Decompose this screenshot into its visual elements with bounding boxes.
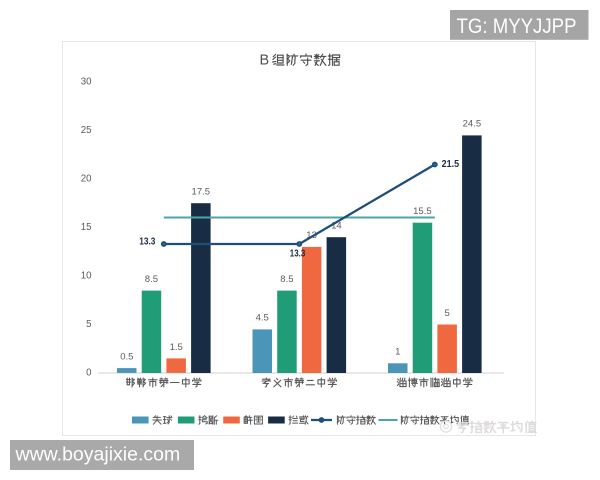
svg-text:5: 5 bbox=[86, 319, 91, 330]
svg-text:5: 5 bbox=[444, 308, 449, 319]
svg-text:13.3: 13.3 bbox=[139, 236, 155, 248]
svg-text:20: 20 bbox=[81, 174, 92, 185]
svg-text:www.boyajixie.com: www.boyajixie.com bbox=[15, 444, 181, 466]
svg-text:8.5: 8.5 bbox=[280, 274, 293, 285]
svg-text:0.5: 0.5 bbox=[120, 351, 133, 362]
svg-text:4.5: 4.5 bbox=[256, 313, 269, 324]
svg-text:1.5: 1.5 bbox=[170, 342, 183, 353]
svg-text:1: 1 bbox=[395, 347, 400, 358]
svg-text:30: 30 bbox=[81, 77, 92, 88]
svg-text:8.5: 8.5 bbox=[145, 274, 158, 285]
svg-text:25: 25 bbox=[81, 125, 92, 136]
svg-text:24.5: 24.5 bbox=[463, 119, 482, 130]
svg-text:TG: MYYJJPP: TG: MYYJJPP bbox=[457, 14, 577, 38]
svg-text:15: 15 bbox=[81, 222, 92, 233]
svg-text:21.5: 21.5 bbox=[442, 158, 460, 170]
svg-text:15.5: 15.5 bbox=[413, 206, 432, 217]
svg-text:B: B bbox=[260, 52, 270, 68]
svg-text:14: 14 bbox=[331, 221, 342, 232]
svg-text:13.3: 13.3 bbox=[290, 248, 306, 260]
svg-text:10: 10 bbox=[81, 271, 92, 282]
svg-text:0: 0 bbox=[86, 368, 92, 379]
svg-text:17.5: 17.5 bbox=[192, 187, 211, 198]
